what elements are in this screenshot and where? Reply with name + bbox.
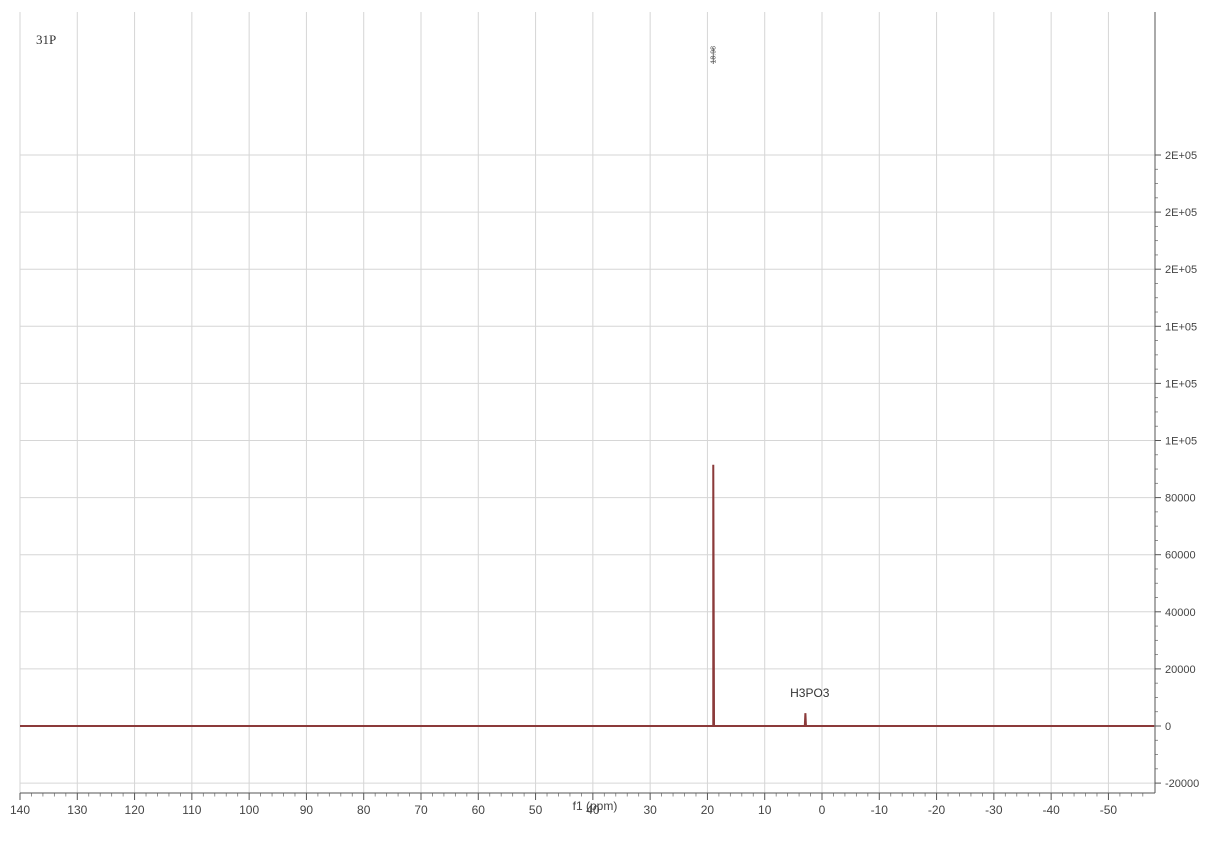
y-tick-label: 1E+05 xyxy=(1165,321,1197,333)
x-tick-label: 130 xyxy=(67,803,87,817)
y-tick-label: -20000 xyxy=(1165,778,1199,790)
y-tick-label: 1E+05 xyxy=(1165,436,1197,448)
annotations: 18.98 H3PO3 xyxy=(710,46,830,700)
x-tick-label: -30 xyxy=(985,803,1003,817)
x-tick-label: 10 xyxy=(758,803,772,817)
x-tick-label: -40 xyxy=(1042,803,1060,817)
y-tick-label: 2E+05 xyxy=(1165,150,1197,162)
x-tick-label: -20 xyxy=(928,803,946,817)
y-tick-label: 1E+05 xyxy=(1165,378,1197,390)
x-tick-label: 90 xyxy=(300,803,314,817)
peak-label: 18.98 xyxy=(710,46,717,64)
nucleus-label: 31P xyxy=(36,32,56,47)
y-tick-label: 80000 xyxy=(1165,493,1196,505)
y-tick-label: 2E+05 xyxy=(1165,207,1197,219)
x-tick-label: 120 xyxy=(125,803,145,817)
annotation-label: H3PO3 xyxy=(790,686,830,700)
x-tick-label: 40 xyxy=(586,803,600,817)
x-tick-label: 70 xyxy=(414,803,428,817)
x-tick-label: 60 xyxy=(472,803,486,817)
y-tick-label: 40000 xyxy=(1165,607,1196,619)
x-tick-label: 30 xyxy=(643,803,657,817)
x-tick-label: 110 xyxy=(182,803,201,817)
x-tick-label: -50 xyxy=(1100,803,1118,817)
spectrum-line xyxy=(20,464,1155,727)
series xyxy=(20,464,1155,727)
axes: 140 130 120 110 100 90 80 70 60 50 40 30 20 10 0 -10 -20… xyxy=(10,12,1199,817)
x-tick-label: 140 xyxy=(10,803,30,817)
x-axis-title: f1 (ppm) xyxy=(573,799,618,813)
x-tick-label: 50 xyxy=(529,803,543,817)
y-tick-label: 20000 xyxy=(1165,664,1196,676)
grid xyxy=(19,12,1155,793)
x-tick-label: 0 xyxy=(819,803,826,817)
x-tick-label: -10 xyxy=(871,803,889,817)
x-tick-label: 20 xyxy=(701,803,715,817)
y-tick-label: 2E+05 xyxy=(1165,264,1197,276)
y-tick-label: 60000 xyxy=(1165,550,1196,562)
y-tick-label: 0 xyxy=(1165,721,1171,733)
x-tick-label: 100 xyxy=(239,803,259,817)
x-tick-label: 80 xyxy=(357,803,371,817)
